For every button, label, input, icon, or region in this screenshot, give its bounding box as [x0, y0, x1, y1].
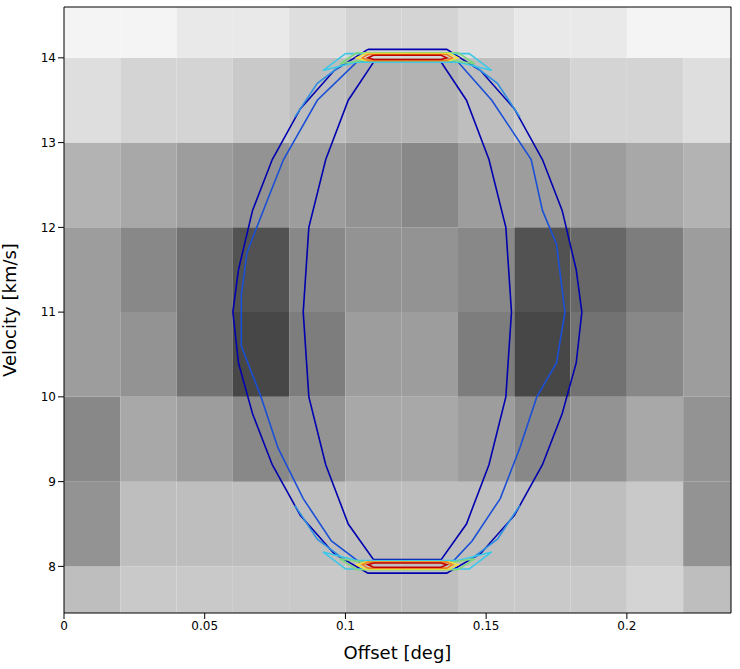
svg-text:0.1: 0.1 [336, 619, 355, 633]
svg-text:Offset [deg]: Offset [deg] [344, 642, 452, 663]
svg-text:Velocity [km/s]: Velocity [km/s] [0, 243, 20, 377]
svg-text:0.15: 0.15 [473, 619, 500, 633]
svg-text:14: 14 [41, 51, 56, 65]
svg-text:13: 13 [41, 136, 56, 150]
svg-text:0.2: 0.2 [617, 619, 636, 633]
svg-text:0: 0 [60, 619, 68, 633]
svg-text:12: 12 [41, 221, 56, 235]
svg-text:10: 10 [41, 390, 56, 404]
svg-text:8: 8 [48, 560, 56, 574]
svg-text:9: 9 [48, 475, 56, 489]
svg-text:0.05: 0.05 [191, 619, 218, 633]
svg-text:11: 11 [41, 305, 56, 319]
